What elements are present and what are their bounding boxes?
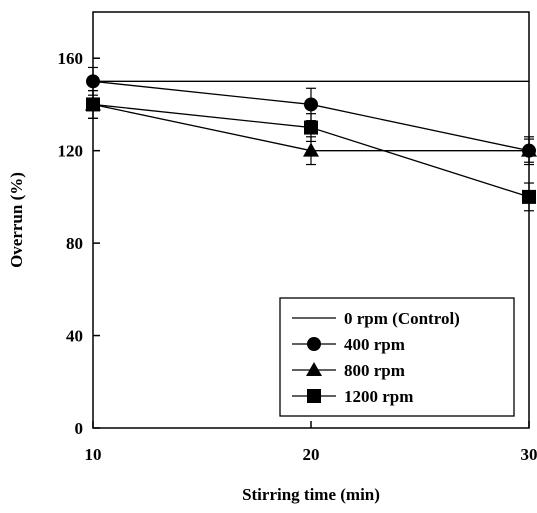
y-tick-label: 40: [66, 327, 83, 346]
y-tick-label: 160: [58, 49, 84, 68]
square-marker: [522, 190, 536, 204]
legend-label: 400 rpm: [344, 335, 405, 354]
y-tick-label: 0: [75, 419, 84, 438]
square-marker: [307, 389, 321, 403]
legend-label: 800 rpm: [344, 361, 405, 380]
series-layer: [85, 67, 537, 210]
y-tick-label: 120: [58, 142, 84, 161]
legend-label: 0 rpm (Control): [344, 309, 460, 328]
legend: 0 rpm (Control) 400 rpm 800 rpm 1200 rpm: [280, 298, 514, 416]
x-axis-title: Stirring time (min): [242, 485, 380, 504]
circle-marker: [307, 337, 321, 351]
x-tick-label: 30: [521, 445, 537, 464]
square-marker: [86, 97, 100, 111]
legend-label: 1200 rpm: [344, 387, 413, 406]
y-axis-title: Overrun (%): [7, 172, 26, 268]
y-tick-label: 80: [66, 234, 83, 253]
circle-marker: [304, 97, 318, 111]
x-tick-label: 10: [85, 445, 102, 464]
square-marker: [304, 121, 318, 135]
x-tick-label: 20: [303, 445, 320, 464]
circle-marker: [86, 74, 100, 88]
